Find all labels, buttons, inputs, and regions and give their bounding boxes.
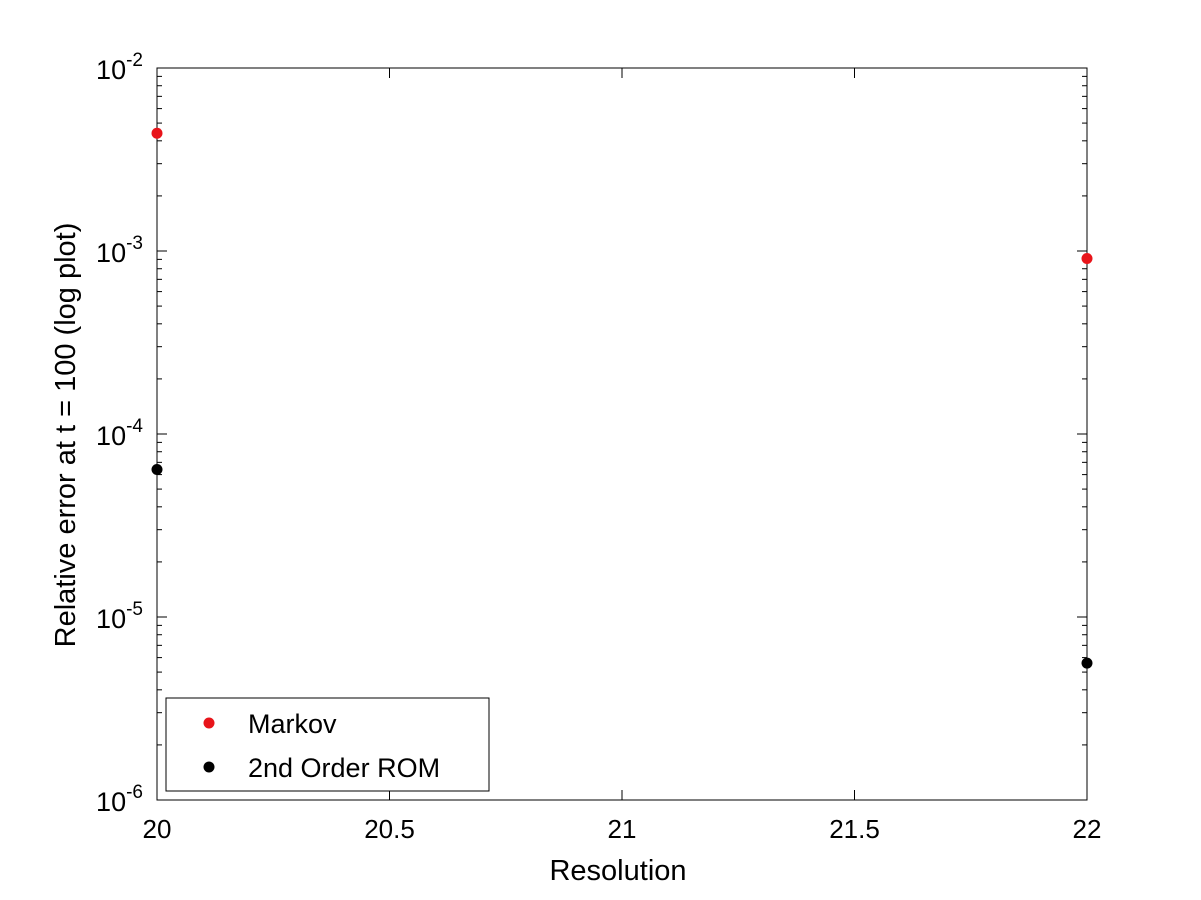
legend-label-2nd-order-rom: 2nd Order ROM bbox=[248, 753, 440, 783]
y-tick-label-base: 10 bbox=[96, 55, 126, 85]
y-tick-label-base: 10 bbox=[96, 421, 126, 451]
data-point-markov bbox=[151, 127, 163, 139]
x-axis-label: Resolution bbox=[549, 855, 686, 887]
x-tick-label: 22 bbox=[1073, 814, 1102, 844]
legend-marker-markov bbox=[203, 717, 215, 729]
y-tick-label-exponent: -2 bbox=[126, 50, 143, 71]
y-tick-label: 10-3 bbox=[96, 233, 143, 268]
y-tick-label: 10-4 bbox=[96, 416, 143, 451]
data-point-2nd-order-rom bbox=[1081, 657, 1093, 669]
y-tick-label-base: 10 bbox=[96, 787, 126, 817]
y-tick-label-exponent: -4 bbox=[126, 416, 143, 437]
y-tick-label-base: 10 bbox=[96, 238, 126, 268]
data-marks bbox=[151, 127, 1093, 669]
legend-marker-2nd-order-rom bbox=[203, 761, 215, 773]
y-tick-label-exponent: -5 bbox=[126, 599, 143, 620]
y-tick-label: 10-5 bbox=[96, 599, 143, 634]
x-tick-label: 21.5 bbox=[829, 814, 880, 844]
y-tick-label: 10-6 bbox=[96, 782, 143, 817]
legend-label-markov: Markov bbox=[248, 709, 337, 739]
legend-box bbox=[165, 697, 490, 792]
y-tick-label-base: 10 bbox=[96, 604, 126, 634]
y-axis-label: Relative error at t = 100 (log plot) bbox=[50, 223, 82, 648]
y-tick-label-exponent: -3 bbox=[126, 233, 143, 254]
y-tick-label: 10-2 bbox=[96, 50, 143, 85]
x-tick-label: 20.5 bbox=[364, 814, 415, 844]
y-tick-label-exponent: -6 bbox=[126, 782, 143, 803]
legend: Markov 2nd Order ROM bbox=[165, 697, 490, 792]
x-tick-label: 20 bbox=[143, 814, 172, 844]
data-point-markov bbox=[1081, 252, 1093, 264]
data-point-2nd-order-rom bbox=[151, 463, 163, 475]
x-tick-label: 21 bbox=[608, 814, 637, 844]
